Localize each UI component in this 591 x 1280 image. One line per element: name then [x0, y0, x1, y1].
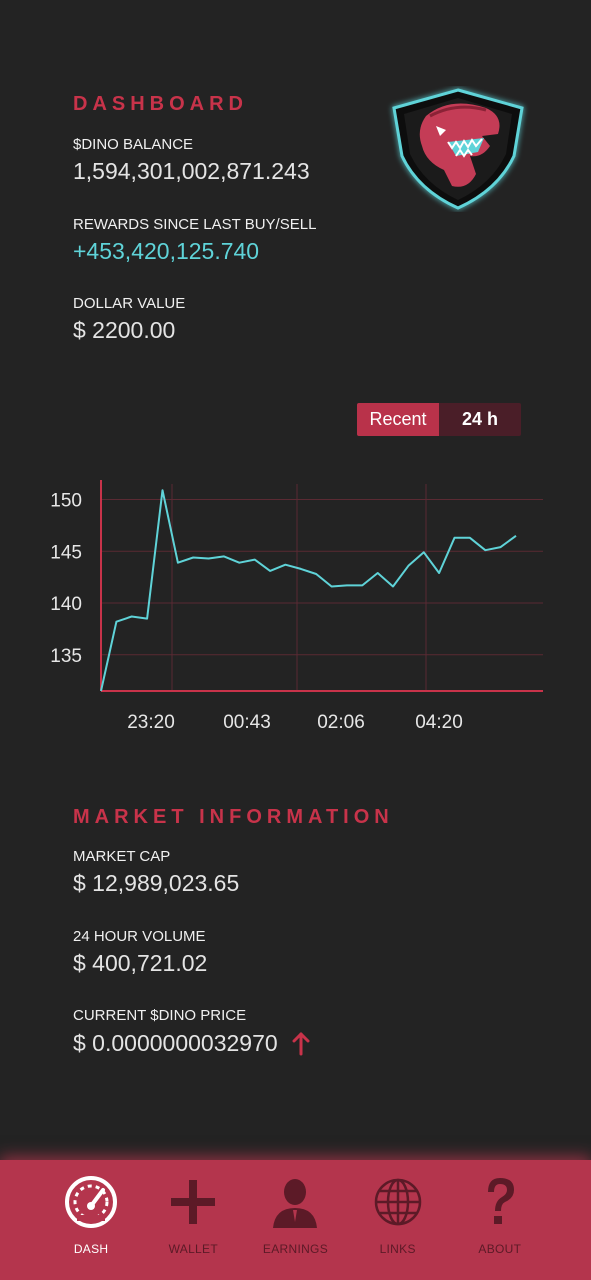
nav-item-earnings[interactable]: EARNINGS: [250, 1174, 340, 1256]
x-tick-label: 00:43: [223, 712, 271, 733]
price-series-line: [100, 489, 517, 692]
arrow-up-icon: [292, 1032, 310, 1055]
market-title: MARKET INFORMATION: [73, 806, 394, 828]
rewards-label: REWARDS SINCE LAST BUY/SELL: [73, 216, 317, 233]
bottom-nav: DASH WALLET EARNINGS LINKS ABOUT: [0, 1160, 591, 1280]
nav-label-dash: DASH: [73, 1242, 109, 1256]
x-tick-label: 23:20: [127, 712, 175, 733]
dollar-value-label: DOLLAR VALUE: [73, 295, 186, 312]
y-tick-label: 140: [50, 594, 82, 615]
dino-logo: [392, 88, 524, 210]
price-row: $ 0.0000000032970: [73, 1030, 310, 1057]
nav-label-links: LINKS: [379, 1242, 416, 1256]
nav-label-about: ABOUT: [478, 1242, 522, 1256]
plus-icon: [171, 1180, 216, 1224]
range-option-recent[interactable]: Recent: [357, 403, 439, 436]
nav-item-wallet[interactable]: WALLET: [148, 1174, 238, 1256]
person-icon: [273, 1179, 318, 1228]
market-cap-label: MARKET CAP: [73, 848, 171, 865]
nav-item-dash[interactable]: DASH: [46, 1174, 136, 1256]
x-tick-label: 02:06: [317, 712, 365, 733]
y-tick-label: 150: [50, 491, 82, 512]
balance-value: 1,594,301,002,871.243: [73, 158, 310, 184]
volume-value: $ 400,721.02: [73, 950, 208, 976]
nav-label-wallet: WALLET: [168, 1242, 218, 1256]
volume-label: 24 HOUR VOLUME: [73, 928, 206, 945]
market-cap-value: $ 12,989,023.65: [73, 870, 240, 896]
price-value: $ 0.0000000032970: [73, 1030, 278, 1056]
nav-label-earnings: EARNINGS: [262, 1242, 328, 1256]
speedometer-icon: [65, 1176, 118, 1228]
range-toggle: Recent 24 h: [357, 403, 521, 436]
globe-icon: [374, 1178, 421, 1226]
range-option-24h[interactable]: 24 h: [439, 403, 521, 436]
rewards-value: +453,420,125.740: [73, 238, 260, 264]
x-tick-label: 04:20: [415, 712, 463, 733]
y-tick-label: 145: [50, 542, 82, 563]
question-icon: [487, 1178, 514, 1224]
price-chart: 135 140 145 150 23:20 00:43 02:06 04:20: [50, 480, 543, 733]
y-tick-label: 135: [50, 646, 82, 667]
price-label: CURRENT $DINO PRICE: [73, 1007, 247, 1024]
balance-label: $DINO BALANCE: [73, 136, 194, 153]
dollar-value: $ 2200.00: [73, 317, 176, 343]
dashboard-title: DASHBOARD: [73, 93, 248, 115]
nav-item-about[interactable]: ABOUT: [455, 1174, 545, 1256]
nav-item-links[interactable]: LINKS: [353, 1174, 443, 1256]
